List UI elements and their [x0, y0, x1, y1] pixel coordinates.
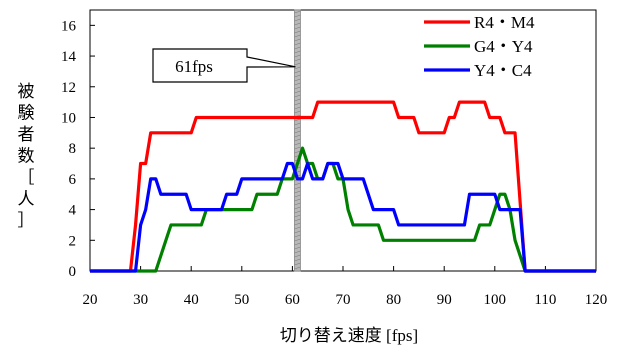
y-axis-title-char: 者 [18, 125, 35, 144]
x-tick-label: 60 [285, 292, 300, 308]
marker-band-hatch [294, 22, 301, 26]
y-axis-title-char: 被 [18, 82, 35, 101]
y-tick-label: 12 [61, 80, 76, 96]
marker-band-hatch [294, 106, 301, 110]
marker-band-hatch [294, 210, 301, 214]
marker-band-hatch [294, 238, 301, 242]
annotation-label: 61fps [175, 57, 213, 76]
marker-band-hatch [294, 138, 301, 142]
marker-band-hatch [294, 94, 301, 98]
marker-band-hatch [294, 218, 301, 222]
marker-band-hatch [294, 26, 301, 30]
marker-band-hatch [294, 78, 301, 82]
marker-band-hatch [294, 150, 301, 154]
marker-band-hatch [294, 10, 301, 14]
plot-area: 0 2 4 6 8 10 12 14 16 20 30 40 50 60 70 80 90 100 110 120 61… [61, 9, 608, 308]
marker-band-hatch [294, 202, 301, 206]
marker-band-hatch [294, 18, 301, 22]
marker-band-hatch [294, 50, 301, 54]
marker-band-hatch [294, 214, 301, 218]
marker-band-hatch [294, 146, 301, 150]
legend-label-2: G4・Y4 [474, 37, 533, 56]
marker-band [294, 9, 301, 272]
y-axis-title-char: 験 [18, 104, 35, 123]
marker-band-hatch [294, 222, 301, 226]
marker-band-hatch [294, 230, 301, 234]
marker-band-hatch [294, 118, 301, 122]
marker-band-hatch [294, 206, 301, 210]
marker-band-hatch [294, 234, 301, 238]
marker-band-hatch [294, 198, 301, 202]
y-tick-label: 4 [69, 203, 77, 219]
marker-band-hatch [294, 54, 301, 58]
y-tick-label: 6 [69, 172, 77, 188]
series-line-3 [90, 161, 596, 273]
series-line-2 [90, 146, 596, 273]
marker-band-hatch [294, 38, 301, 42]
x-tick-label: 100 [484, 292, 507, 308]
marker-band-hatch [294, 82, 301, 86]
marker-band-hatch [294, 134, 301, 138]
annotation-callout [152, 48, 296, 83]
marker-band-hatch [294, 14, 301, 18]
y-axis-title-char: ［ [18, 168, 35, 187]
marker-band-hatch [294, 98, 301, 102]
marker-band-hatch [294, 226, 301, 230]
marker-band-hatch [294, 86, 301, 90]
x-tick-label: 40 [184, 292, 199, 308]
legend-label-3: Y4・C4 [474, 61, 532, 80]
marker-band-hatch [294, 258, 301, 262]
marker-band-hatch [294, 130, 301, 134]
legend-label-1: R4・M4 [474, 13, 535, 32]
marker-band-hatch [294, 262, 301, 266]
marker-band-hatch [294, 58, 301, 62]
y-tick-label: 16 [61, 18, 77, 34]
y-axis-title-char: 人 [18, 190, 35, 209]
x-tick-label: 30 [133, 292, 148, 308]
marker-band-hatch [294, 66, 301, 70]
marker-band-hatch [294, 30, 301, 34]
x-tick-label: 90 [437, 292, 452, 308]
y-tick-label: 8 [69, 141, 77, 157]
y-tick-label: 14 [61, 49, 77, 65]
marker-band-hatch [294, 34, 301, 38]
marker-band-hatch [294, 254, 301, 258]
x-tick-label: 120 [585, 292, 608, 308]
y-axis-title-char: 数 [18, 147, 35, 166]
marker-band-hatch [294, 242, 301, 246]
marker-band-hatch [294, 194, 301, 198]
marker-band-hatch [294, 110, 301, 114]
x-axis-title: 切り替え速度 [fps] [280, 326, 418, 345]
marker-band-hatch [294, 74, 301, 78]
marker-band-hatch [294, 90, 301, 94]
marker-band-hatch [294, 246, 301, 250]
y-tick-label: 0 [69, 264, 77, 280]
y-tick-label: 2 [69, 233, 77, 249]
marker-band-hatch [294, 70, 301, 74]
y-tick-label: 10 [61, 110, 76, 126]
marker-band-hatch [294, 190, 301, 194]
marker-band-hatch [294, 122, 301, 126]
series-line-1 [90, 100, 596, 273]
marker-band-hatch [294, 182, 301, 186]
marker-band-hatch [294, 62, 301, 66]
marker-band-hatch [294, 142, 301, 146]
marker-band-hatch [294, 250, 301, 254]
marker-band-hatch [294, 46, 301, 50]
marker-band-hatch [294, 102, 301, 106]
marker-band-hatch [294, 126, 301, 130]
x-tick-label: 50 [234, 292, 249, 308]
x-tick-label: 80 [386, 292, 401, 308]
marker-band-hatch [294, 42, 301, 46]
marker-band-hatch [294, 186, 301, 190]
x-tick-label: 110 [534, 292, 556, 308]
x-tick-label: 70 [336, 292, 351, 308]
x-tick-label: 20 [83, 292, 98, 308]
y-axis-title-char: ］ [18, 211, 35, 230]
marker-band-hatch [294, 266, 301, 270]
